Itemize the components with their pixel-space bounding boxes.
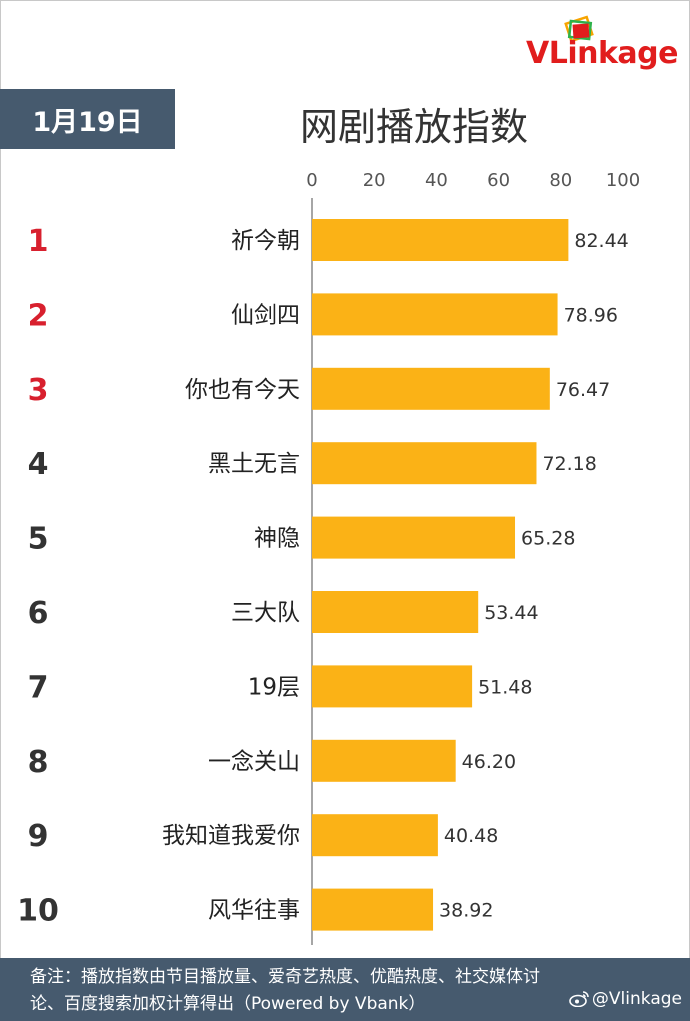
x-tick-label: 20 [363, 170, 386, 191]
rank-label: 10 [17, 894, 59, 929]
footer-note-line-1: 备注：播放指数由节目播放量、爱奇艺热度、优酷热度、社交媒体讨 [30, 967, 540, 987]
rank-label: 9 [28, 819, 49, 854]
x-tick-label: 0 [306, 170, 317, 191]
bar-chart: 0 20 40 60 80 100 82.44 祈今朝 1 78.96 仙剑四 2 76.47 你也有今天… [17, 170, 640, 945]
bar [312, 219, 569, 261]
category-label: 一念关山 [208, 749, 300, 775]
logo-wordmark: VLinkage [526, 36, 679, 71]
x-tick-label: 100 [606, 170, 640, 191]
rank-label: 6 [28, 596, 49, 631]
value-label: 46.20 [462, 751, 516, 773]
bar [312, 739, 456, 782]
category-label: 仙剑四 [231, 302, 300, 328]
watermark-text: @Vlinkage [591, 989, 682, 1009]
logo-cards-icon [564, 15, 594, 43]
category-label: 祈今朝 [231, 228, 300, 254]
value-label: 76.47 [556, 379, 610, 401]
category-label: 风华往事 [208, 898, 300, 924]
category-label: 你也有今天 [185, 377, 300, 403]
weibo-icon [569, 991, 589, 1007]
footer-note-line-2: 论、百度搜索加权计算得出（Powered by Vbank） [30, 994, 426, 1014]
value-label: 82.44 [574, 230, 628, 252]
category-label: 三大队 [231, 600, 300, 626]
value-label: 78.96 [564, 304, 618, 326]
bar [312, 814, 438, 857]
rank-label: 7 [28, 670, 49, 705]
rank-label: 3 [28, 373, 49, 408]
category-label: 19层 [248, 674, 300, 700]
bar [312, 367, 550, 410]
bar [312, 442, 537, 485]
vlinkage-logo: VLinkage [526, 14, 688, 76]
rank-label: 4 [28, 447, 49, 482]
x-tick-label: 60 [487, 170, 510, 191]
category-label: 我知道我爱你 [162, 823, 300, 849]
chart-title: 网剧播放指数 [300, 105, 529, 149]
value-label: 53.44 [484, 602, 538, 624]
x-tick-label: 40 [425, 170, 448, 191]
value-label: 51.48 [478, 676, 532, 698]
value-label: 72.18 [542, 453, 596, 475]
category-label: 神隐 [254, 526, 300, 552]
rank-label: 2 [28, 298, 49, 333]
category-label: 黑土无言 [208, 451, 300, 477]
rank-label: 1 [28, 224, 49, 259]
weibo-watermark: @Vlinkage [569, 989, 682, 1009]
value-label: 38.92 [439, 900, 493, 922]
bar [312, 665, 473, 708]
bar [312, 516, 516, 559]
rank-label: 8 [28, 745, 49, 780]
value-label: 65.28 [521, 528, 575, 550]
date-badge: 1月19日 [0, 89, 175, 149]
value-label: 40.48 [444, 825, 498, 847]
rank-label: 5 [28, 522, 49, 557]
bar [312, 591, 479, 633]
bar [312, 293, 558, 336]
footer-note: 备注：播放指数由节目播放量、爱奇艺热度、优酷热度、社交媒体讨 论、百度搜索加权计… [0, 958, 690, 1021]
x-tick-label: 80 [549, 170, 572, 191]
bar [312, 888, 434, 931]
